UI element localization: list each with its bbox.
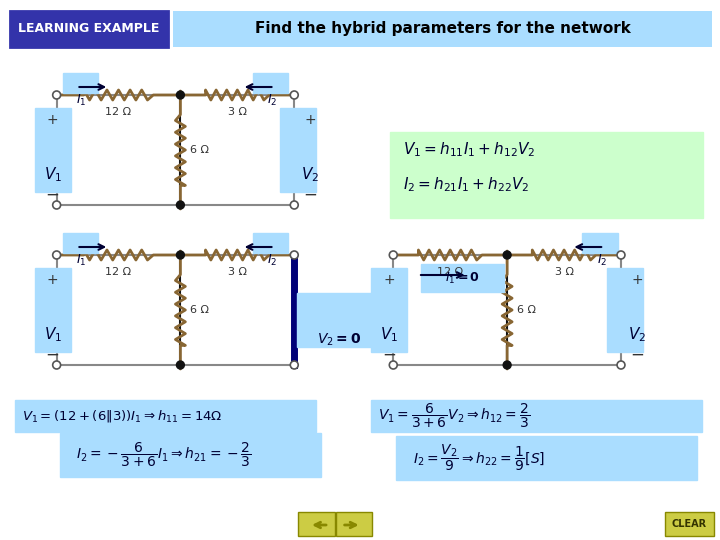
Text: −: − — [382, 346, 396, 364]
Text: 12 Ω: 12 Ω — [105, 107, 132, 117]
Text: $\boldsymbol{I_2}$: $\boldsymbol{I_2}$ — [267, 92, 278, 107]
FancyBboxPatch shape — [174, 11, 712, 47]
FancyBboxPatch shape — [280, 108, 316, 192]
FancyBboxPatch shape — [60, 433, 321, 477]
Text: $\boldsymbol{V_2}$: $\boldsymbol{V_2}$ — [628, 326, 646, 345]
Circle shape — [290, 201, 298, 209]
Text: 6 Ω: 6 Ω — [190, 305, 210, 315]
Text: $\boldsymbol{V_2 = 0}$: $\boldsymbol{V_2 = 0}$ — [317, 332, 361, 348]
Text: $\boldsymbol{I_2}$: $\boldsymbol{I_2}$ — [597, 252, 608, 267]
Text: Find the hybrid parameters for the network: Find the hybrid parameters for the netwo… — [255, 22, 631, 37]
Circle shape — [617, 251, 625, 259]
FancyBboxPatch shape — [253, 233, 288, 253]
Circle shape — [390, 251, 397, 259]
Circle shape — [390, 361, 397, 369]
FancyBboxPatch shape — [390, 132, 703, 218]
Text: +: + — [631, 273, 643, 287]
FancyBboxPatch shape — [607, 268, 643, 352]
Text: $\boldsymbol{V_1}$: $\boldsymbol{V_1}$ — [44, 326, 62, 345]
Text: $\boldsymbol{V_1}$: $\boldsymbol{V_1}$ — [44, 166, 62, 184]
FancyBboxPatch shape — [396, 436, 697, 480]
Text: +: + — [47, 273, 58, 287]
FancyBboxPatch shape — [421, 264, 504, 292]
Circle shape — [53, 201, 60, 209]
Text: $\boldsymbol{I_1}$: $\boldsymbol{I_1}$ — [76, 252, 86, 267]
FancyBboxPatch shape — [15, 400, 316, 432]
FancyBboxPatch shape — [35, 268, 71, 352]
Text: 6 Ω: 6 Ω — [517, 305, 536, 315]
Text: $\boldsymbol{V_2}$: $\boldsymbol{V_2}$ — [301, 166, 319, 184]
Text: −: − — [630, 346, 644, 364]
Text: $\boldsymbol{V_1}$: $\boldsymbol{V_1}$ — [380, 326, 398, 345]
Text: +: + — [47, 113, 58, 127]
Text: 12 Ω: 12 Ω — [105, 267, 132, 277]
Text: CLEAR: CLEAR — [672, 519, 707, 529]
FancyBboxPatch shape — [63, 73, 98, 93]
Circle shape — [503, 361, 511, 369]
FancyBboxPatch shape — [582, 233, 618, 253]
Circle shape — [290, 361, 298, 369]
Text: 6 Ω: 6 Ω — [190, 145, 210, 155]
Text: −: − — [46, 346, 60, 364]
Text: 12 Ω: 12 Ω — [437, 267, 463, 277]
Text: $\boldsymbol{I_2}$: $\boldsymbol{I_2}$ — [267, 252, 278, 267]
Text: −: − — [46, 186, 60, 204]
Text: 3 Ω: 3 Ω — [228, 267, 247, 277]
Text: $I_2 = -\dfrac{6}{3+6}I_1 \Rightarrow h_{21} = -\dfrac{2}{3}$: $I_2 = -\dfrac{6}{3+6}I_1 \Rightarrow h_… — [76, 441, 252, 469]
Text: +: + — [384, 273, 395, 287]
Circle shape — [53, 91, 60, 99]
Text: $V_1 = \dfrac{6}{3+6}V_2 \Rightarrow h_{12} = \dfrac{2}{3}$: $V_1 = \dfrac{6}{3+6}V_2 \Rightarrow h_{… — [379, 402, 531, 430]
FancyBboxPatch shape — [298, 512, 335, 536]
Text: 3 Ω: 3 Ω — [554, 267, 574, 277]
Text: $\boldsymbol{I_1 = 0}$: $\boldsymbol{I_1 = 0}$ — [445, 271, 480, 286]
Text: $V_1 = h_{11}I_1 + h_{12}V_2$: $V_1 = h_{11}I_1 + h_{12}V_2$ — [403, 140, 536, 159]
Circle shape — [290, 91, 298, 99]
Circle shape — [503, 251, 511, 259]
Text: 3 Ω: 3 Ω — [228, 107, 247, 117]
Circle shape — [176, 361, 184, 369]
Text: +: + — [305, 113, 316, 127]
Text: $I_2 = \dfrac{V_2}{9} \Rightarrow h_{22} = \dfrac{1}{9}[S]$: $I_2 = \dfrac{V_2}{9} \Rightarrow h_{22}… — [413, 443, 545, 474]
Circle shape — [176, 251, 184, 259]
Circle shape — [617, 361, 625, 369]
FancyBboxPatch shape — [372, 400, 702, 432]
Text: $V_1 = (12 + (6 \| 3))I_1 \Rightarrow h_{11} = 14\Omega$: $V_1 = (12 + (6 \| 3))I_1 \Rightarrow h_… — [22, 408, 222, 424]
FancyBboxPatch shape — [63, 233, 98, 253]
FancyBboxPatch shape — [665, 512, 714, 536]
Circle shape — [53, 251, 60, 259]
FancyBboxPatch shape — [35, 108, 71, 192]
FancyBboxPatch shape — [336, 512, 372, 536]
Text: $I_2 = h_{21}I_1 + h_{22}V_2$: $I_2 = h_{21}I_1 + h_{22}V_2$ — [403, 176, 530, 194]
Circle shape — [53, 361, 60, 369]
FancyBboxPatch shape — [10, 11, 168, 47]
Circle shape — [176, 201, 184, 209]
Text: $\boldsymbol{I_1}$: $\boldsymbol{I_1}$ — [76, 92, 86, 107]
Circle shape — [176, 91, 184, 99]
FancyBboxPatch shape — [297, 293, 380, 347]
FancyBboxPatch shape — [253, 73, 288, 93]
Text: LEARNING EXAMPLE: LEARNING EXAMPLE — [17, 23, 159, 36]
Circle shape — [290, 251, 298, 259]
Text: −: − — [303, 186, 317, 204]
FancyBboxPatch shape — [372, 268, 407, 352]
